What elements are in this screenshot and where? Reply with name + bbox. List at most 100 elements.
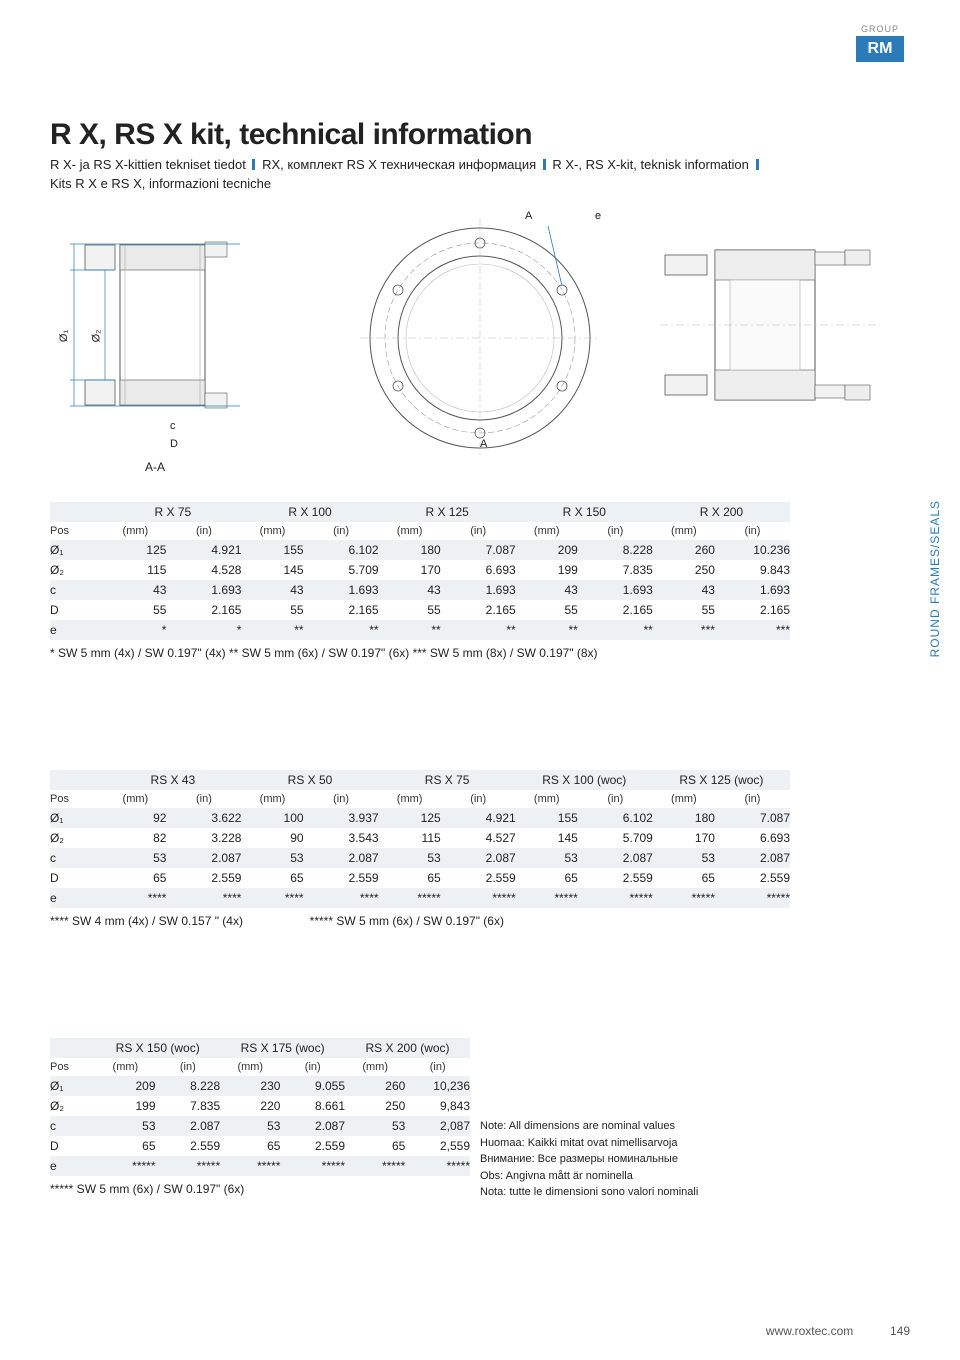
table-cell: 1.693 [166, 580, 241, 600]
unit-in: (in) [715, 522, 790, 540]
table-cell: ** [379, 620, 441, 640]
table-cell: 82 [104, 828, 166, 848]
table2-footnote-left: **** SW 4 mm (4x) / SW 0.157 " (4x) [50, 914, 243, 928]
table-cell: 2.559 [166, 868, 241, 888]
table-cell: 1.693 [441, 580, 516, 600]
pos-label: Pos [50, 790, 104, 808]
table-cell: 3.228 [166, 828, 241, 848]
group-badge: GROUP RM [856, 24, 904, 62]
unit-in: (in) [304, 790, 379, 808]
table-cell: 6.102 [578, 808, 653, 828]
table-cell: ***** [653, 888, 715, 908]
table-header: RS X 175 (woc) [220, 1038, 345, 1058]
bullet-icon [756, 159, 759, 170]
table-cell: 2.165 [441, 600, 516, 620]
table-rx: R X 75R X 100R X 125R X 150R X 200Pos(mm… [50, 502, 790, 660]
table-cell: 2.087 [156, 1116, 221, 1136]
row-pos: D [50, 600, 104, 620]
table-cell: 220 [220, 1096, 280, 1116]
row-pos: c [50, 1116, 95, 1136]
table-cell: * [104, 620, 166, 640]
table-cell: 65 [653, 868, 715, 888]
table-cell: 65 [220, 1136, 280, 1156]
row-pos: Ø₂ [50, 828, 104, 848]
table-cell: 4.527 [441, 828, 516, 848]
table-header: R X 125 [379, 502, 516, 522]
table-cell: 43 [104, 580, 166, 600]
row-pos: Ø₁ [50, 1076, 95, 1096]
table-cell: 180 [379, 540, 441, 560]
table-cell: 209 [516, 540, 578, 560]
table-header: R X 150 [516, 502, 653, 522]
table-rsx-a: RS X 43RS X 50RS X 75RS X 100 (woc)RS X … [50, 770, 790, 928]
row-pos: Ø₁ [50, 808, 104, 828]
table-cell: ***** [280, 1156, 345, 1176]
dim-label-A2: A [480, 438, 487, 450]
table-cell: 9.843 [715, 560, 790, 580]
table3-footnote: ***** SW 5 mm (6x) / SW 0.197" (6x) [50, 1182, 470, 1196]
note-line: Nota: tutte le dimensioni sono valori no… [480, 1184, 880, 1201]
table-cell: 2.559 [715, 868, 790, 888]
table-cell: 199 [516, 560, 578, 580]
table-cell: 7.835 [156, 1096, 221, 1116]
unit-mm: (mm) [220, 1058, 280, 1076]
row-pos: e [50, 1156, 95, 1176]
table-header: R X 75 [104, 502, 241, 522]
table-cell: ** [578, 620, 653, 640]
table-cell: 2.165 [304, 600, 379, 620]
subtitle-part: R X- ja RS X-kittien tekniset tiedot [50, 157, 246, 172]
unit-in: (in) [156, 1058, 221, 1076]
table-cell: 53 [653, 848, 715, 868]
table-cell: 53 [379, 848, 441, 868]
table-cell: ***** [95, 1156, 155, 1176]
table-cell: ***** [715, 888, 790, 908]
table-cell: 55 [104, 600, 166, 620]
table-cell: 115 [104, 560, 166, 580]
row-pos: e [50, 620, 104, 640]
table-cell: 3.937 [304, 808, 379, 828]
note-line: Note: All dimensions are nominal values [480, 1118, 880, 1135]
table-cell: **** [304, 888, 379, 908]
unit-mm: (mm) [104, 522, 166, 540]
table-cell: 170 [379, 560, 441, 580]
unit-mm: (mm) [241, 790, 303, 808]
table-cell: 65 [379, 868, 441, 888]
table-header: RS X 50 [241, 770, 378, 790]
table-cell: 100 [241, 808, 303, 828]
note-line: Внимание: Все размеры номинальные [480, 1151, 880, 1168]
unit-in: (in) [715, 790, 790, 808]
subtitle-part: R X-, RS X-kit, teknisk information [552, 157, 749, 172]
unit-in: (in) [280, 1058, 345, 1076]
side-tab-label: ROUND FRAMES/SEALS [928, 500, 942, 657]
unit-mm: (mm) [241, 522, 303, 540]
table1-footnote: * SW 5 mm (4x) / SW 0.197" (4x) ** SW 5 … [50, 646, 790, 660]
dim-label-D: D [170, 438, 178, 450]
table-cell: 53 [345, 1116, 405, 1136]
note-line: Obs: Angivna mått är nominella [480, 1168, 880, 1185]
table-cell: 2,559 [405, 1136, 470, 1156]
unit-mm: (mm) [104, 790, 166, 808]
table-cell: 2.559 [578, 868, 653, 888]
table-cell: 2.087 [304, 848, 379, 868]
row-pos: Ø₁ [50, 540, 104, 560]
table-cell: 2.559 [280, 1136, 345, 1156]
table-cell: 6.102 [304, 540, 379, 560]
table-cell: 1.693 [578, 580, 653, 600]
row-pos: Ø₂ [50, 1096, 95, 1116]
diagram-section-view [660, 230, 880, 420]
table-cell: ***** [220, 1156, 280, 1176]
table-header: RS X 100 (woc) [516, 770, 653, 790]
table-cell: 2.087 [578, 848, 653, 868]
footer-page: 149 [890, 1324, 910, 1338]
table-cell: 180 [653, 808, 715, 828]
table-cell: 199 [95, 1096, 155, 1116]
diagram-front-view [360, 218, 600, 458]
table-cell: 155 [241, 540, 303, 560]
table-cell: 53 [241, 848, 303, 868]
unit-mm: (mm) [95, 1058, 155, 1076]
table-cell: 65 [95, 1136, 155, 1156]
table-cell: 43 [379, 580, 441, 600]
table-cell: 2.165 [715, 600, 790, 620]
footer-url: www.roxtec.com [766, 1324, 853, 1338]
bullet-icon [252, 159, 255, 170]
